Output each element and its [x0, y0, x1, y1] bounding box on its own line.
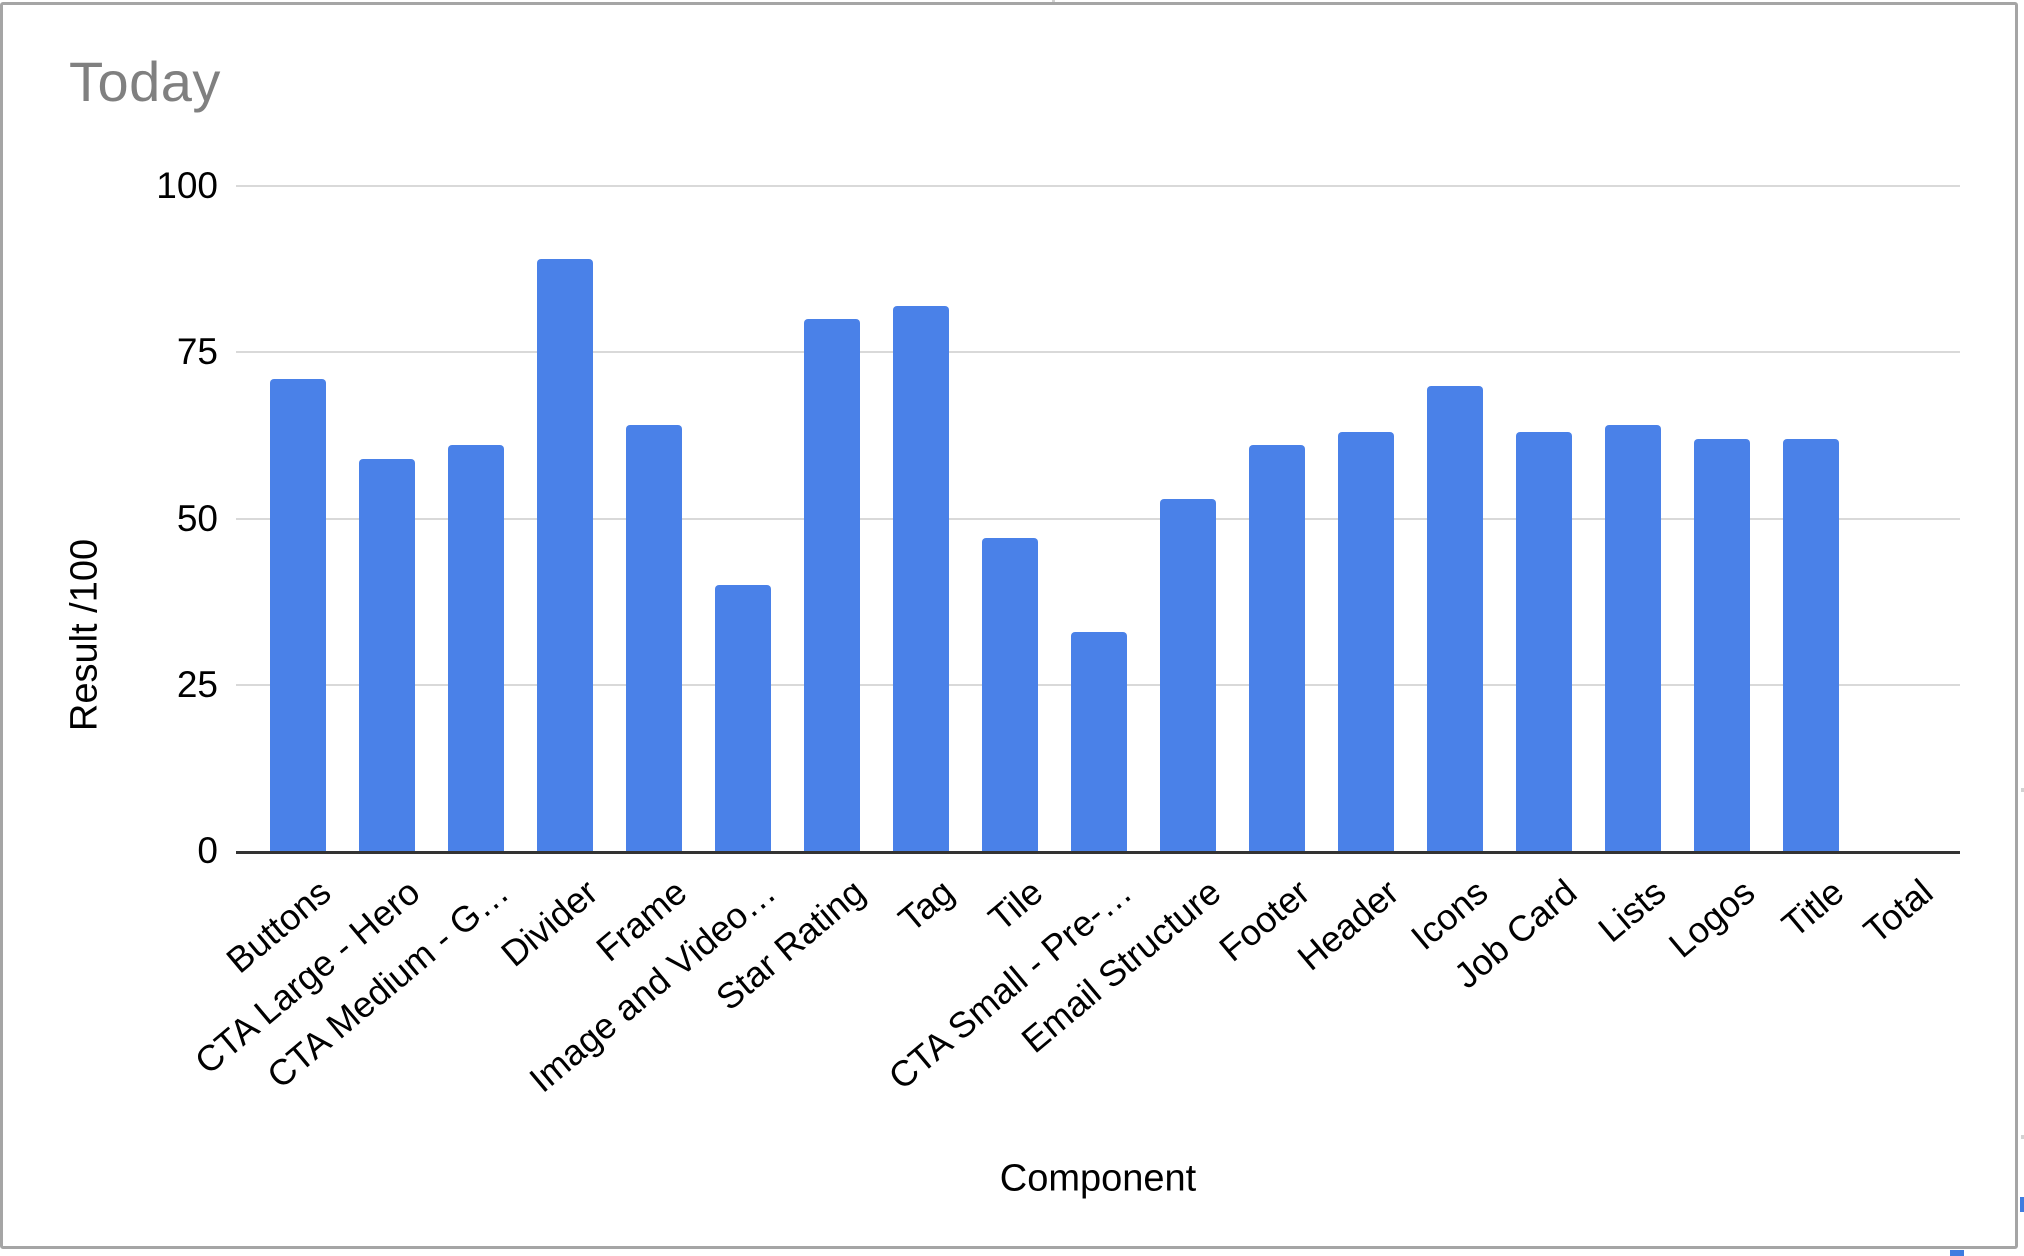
x-tick-label: Total	[1856, 871, 1941, 952]
chart-title: Today	[69, 50, 221, 113]
x-tick-label: Tile	[980, 871, 1051, 939]
x-tick-label: Logos	[1661, 871, 1763, 966]
x-tick-label: Divider	[492, 871, 606, 975]
selection-handle-right[interactable]	[2020, 1197, 2024, 1212]
y-tick-label: 75	[176, 331, 218, 373]
sheet-row-gridline	[2021, 788, 2024, 792]
x-tick-label: Tag	[890, 871, 962, 940]
bar[interactable]	[536, 259, 593, 851]
x-tick-label: Title	[1774, 871, 1852, 946]
gridline	[236, 185, 1960, 187]
y-tick-label: 100	[156, 165, 218, 206]
bar[interactable]	[1249, 445, 1306, 851]
bar[interactable]	[981, 538, 1038, 851]
selection-handle-bottom[interactable]	[1950, 1250, 1964, 1256]
y-tick-label: 0	[197, 830, 218, 871]
bar[interactable]	[892, 305, 949, 851]
sheet-column-gridline	[1052, 0, 1055, 3]
bar[interactable]	[1783, 438, 1840, 851]
bar[interactable]	[358, 458, 415, 851]
sheet-row-gridline	[2021, 1135, 2024, 1139]
x-axis-line	[236, 851, 1960, 854]
bar[interactable]	[1427, 385, 1484, 851]
gridline	[236, 351, 1960, 354]
bar[interactable]	[269, 378, 326, 851]
x-tick-label: Lists	[1590, 871, 1674, 950]
bar[interactable]	[1516, 432, 1573, 851]
bar[interactable]	[1160, 498, 1217, 851]
bar[interactable]	[1605, 425, 1662, 851]
y-tick-label: 50	[176, 497, 218, 539]
bar[interactable]	[714, 585, 771, 851]
gridline	[236, 517, 1960, 520]
x-tick-label: Header	[1289, 871, 1407, 979]
bar[interactable]	[447, 445, 504, 851]
bar[interactable]	[1338, 432, 1395, 851]
bar[interactable]	[803, 319, 860, 851]
bar[interactable]	[625, 425, 682, 851]
y-tick-label: 25	[176, 663, 218, 705]
bar[interactable]	[1694, 438, 1751, 851]
bar[interactable]	[1071, 631, 1127, 851]
x-axis-title: Component	[999, 1157, 1197, 1200]
